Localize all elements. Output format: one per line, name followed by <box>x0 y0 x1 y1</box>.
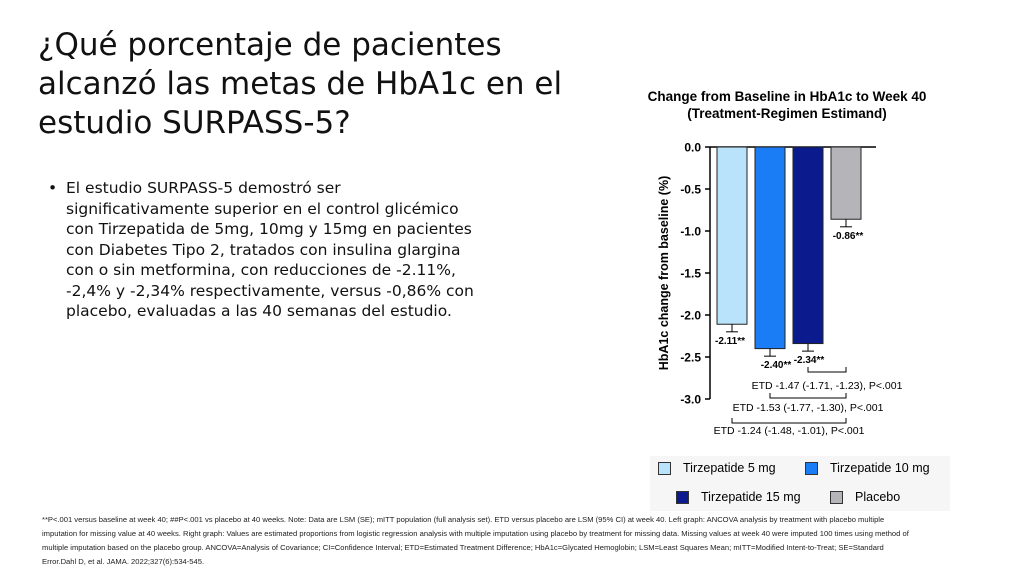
y-tick-label: -3.0 <box>680 393 701 407</box>
chart-title-line2: (Treatment-Regimen Estimand) <box>687 106 887 121</box>
legend-label: Tirzepatide 10 mg <box>830 461 930 475</box>
data-label: -2.11** <box>715 336 745 347</box>
etd-bracket <box>731 418 847 424</box>
data-label: -2.40** <box>761 360 792 371</box>
bar-tirzepatide-5-mg <box>716 146 748 325</box>
bar-tirzepatide-10-mg <box>754 146 786 350</box>
chart-title: Change from Baseline in HbA1c to Week 40… <box>620 88 954 122</box>
etd-bracket <box>769 393 847 399</box>
y-axis-label: HbA1c change from baseline (%) <box>657 176 671 371</box>
etd-label: ETD -1.47 (-1.71, -1.23), P<.001 <box>752 380 903 392</box>
etd-bracket <box>807 367 847 373</box>
bullet-text: El estudio SURPASS-5 demostró ser signif… <box>66 179 474 320</box>
legend-item-placebo: Placebo <box>830 490 900 504</box>
footnote: **P<.001 versus baseline at week 40; ##P… <box>42 513 952 569</box>
legend-swatch <box>830 490 843 504</box>
bullet-item: • El estudio SURPASS-5 demostró ser sign… <box>48 178 486 322</box>
data-label: -2.34** <box>794 355 825 366</box>
legend-label: Tirzepatide 5 mg <box>683 461 776 475</box>
footnote-line: imputation for missing value at 40 weeks… <box>42 529 909 538</box>
hba1c-bar-chart: HbA1c change from baseline (%) 0.0 -0.5 -1.… <box>657 141 903 438</box>
bullet-dot-icon: • <box>48 179 58 197</box>
legend-label: Tirzepatide 15 mg <box>701 490 801 504</box>
slide-title: ¿Qué porcentaje de pacientes alcanzó las… <box>38 27 563 141</box>
y-tick-label: -1.0 <box>680 225 701 239</box>
legend-label: Placebo <box>855 490 901 504</box>
bar-placebo <box>830 146 862 220</box>
footnote-line: multiple imputation based on the placebo… <box>42 543 884 552</box>
y-tick-label: -0.5 <box>680 183 701 197</box>
bar-tirzepatide-15-mg <box>792 146 824 345</box>
legend-swatch <box>805 461 818 475</box>
legend-item-tirzepatide-15: Tirzepatide 15 mg <box>676 490 801 504</box>
legend-swatch <box>658 461 671 475</box>
etd-label: ETD -1.24 (-1.48, -1.01), P<.001 <box>714 425 865 437</box>
y-tick-label: 0.0 <box>684 141 701 155</box>
y-tick-label: -2.0 <box>680 309 701 323</box>
footnote-line: Error.Dahl D, et al. JAMA. 2022;327(6):5… <box>42 557 205 566</box>
legend-item-tirzepatide-5: Tirzepatide 5 mg <box>658 461 776 475</box>
chart-title-line1: Change from Baseline in HbA1c to Week 40 <box>647 89 927 104</box>
y-tick-label: -2.5 <box>680 351 701 365</box>
etd-label: ETD -1.53 (-1.77, -1.30), P<.001 <box>733 402 884 414</box>
chart-legend: Tirzepatide 5 mg Tirzepatide 10 mg Tirze… <box>650 456 950 511</box>
footnote-line: **P<.001 versus baseline at week 40; ##P… <box>42 515 885 524</box>
data-label: -0.86** <box>833 231 864 242</box>
legend-swatch <box>676 490 689 504</box>
legend-item-tirzepatide-10: Tirzepatide 10 mg <box>805 461 930 475</box>
y-tick-label: -1.5 <box>680 267 701 281</box>
